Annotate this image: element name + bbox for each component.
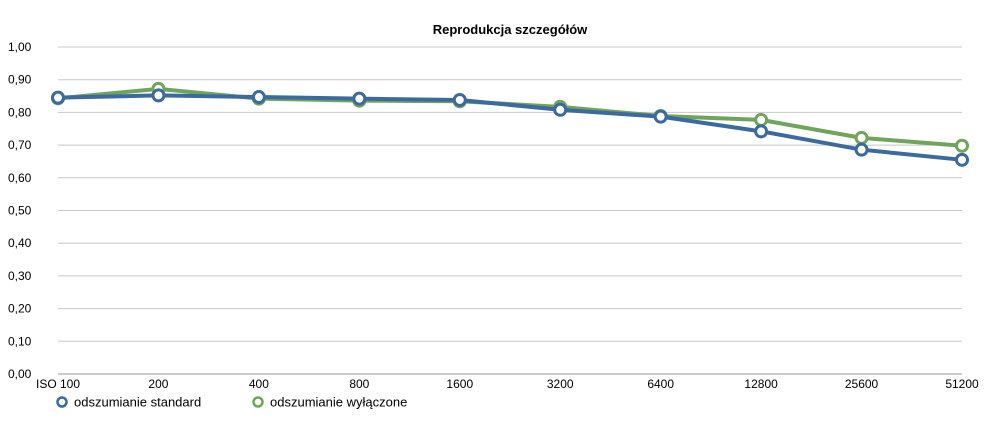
y-tick-label: 0,20: [8, 302, 32, 316]
y-tick-label: 0,50: [8, 204, 32, 218]
data-point: [151, 88, 166, 103]
y-tick-label: 0,90: [8, 73, 32, 87]
legend: odszumianie standard odszumianie wyłączon…: [56, 395, 407, 410]
y-tick-label: 1,00: [8, 40, 32, 54]
data-point: [854, 130, 869, 145]
data-point: [955, 152, 969, 167]
x-tick-label: 400: [249, 377, 269, 391]
series-1: [51, 88, 969, 167]
x-tick-label: 12800: [744, 377, 778, 391]
y-tick-label: 0,00: [8, 367, 32, 381]
x-tick-label: 3200: [547, 377, 574, 391]
y-tick-label: 0,70: [8, 138, 32, 152]
x-tick-label: 1600: [446, 377, 473, 391]
y-tick-label: 0,60: [8, 171, 32, 185]
legend-label: odszumianie standard: [74, 395, 201, 410]
y-tick-label: 0,80: [8, 105, 32, 119]
legend-marker-icon: [56, 396, 68, 408]
legend-item: odszumianie standard: [56, 395, 201, 410]
y-tick-label: 0,30: [8, 269, 32, 283]
x-tick-label: 6400: [647, 377, 674, 391]
data-point: [352, 91, 367, 106]
x-tick-label: 800: [349, 377, 369, 391]
x-axis-tick-labels: ISO 100 200 400 800 1600 3200 6400 12800 25600 51…: [36, 377, 979, 391]
data-point: [51, 90, 65, 105]
chart-title: Reprodukcja szczegółów: [433, 22, 588, 37]
data-point: [854, 142, 869, 157]
data-point: [754, 112, 769, 127]
data-point: [452, 92, 467, 107]
series-lines: [51, 81, 969, 167]
legend-item: odszumianie wyłączone: [252, 395, 407, 410]
y-axis-tick-labels: 0,00 0,10 0,20 0,30 0,40 0,50 0,60 0,70 0,80 0,90…: [8, 40, 32, 381]
x-tick-label: ISO 100: [36, 377, 80, 391]
series-2: [51, 81, 969, 153]
legend-marker-icon: [252, 396, 264, 408]
data-point: [754, 124, 769, 139]
series-line: [56, 93, 964, 162]
x-tick-label: 200: [148, 377, 168, 391]
grid-lines: [58, 46, 962, 375]
x-tick-label: 51200: [945, 377, 979, 391]
data-point: [553, 102, 568, 117]
data-point: [955, 138, 969, 153]
legend-label: odszumianie wyłączone: [270, 395, 407, 410]
y-tick-label: 0,40: [8, 236, 32, 250]
x-tick-label: 25600: [845, 377, 879, 391]
data-point: [251, 90, 266, 105]
data-point: [653, 109, 668, 124]
y-tick-label: 0,10: [8, 334, 32, 348]
